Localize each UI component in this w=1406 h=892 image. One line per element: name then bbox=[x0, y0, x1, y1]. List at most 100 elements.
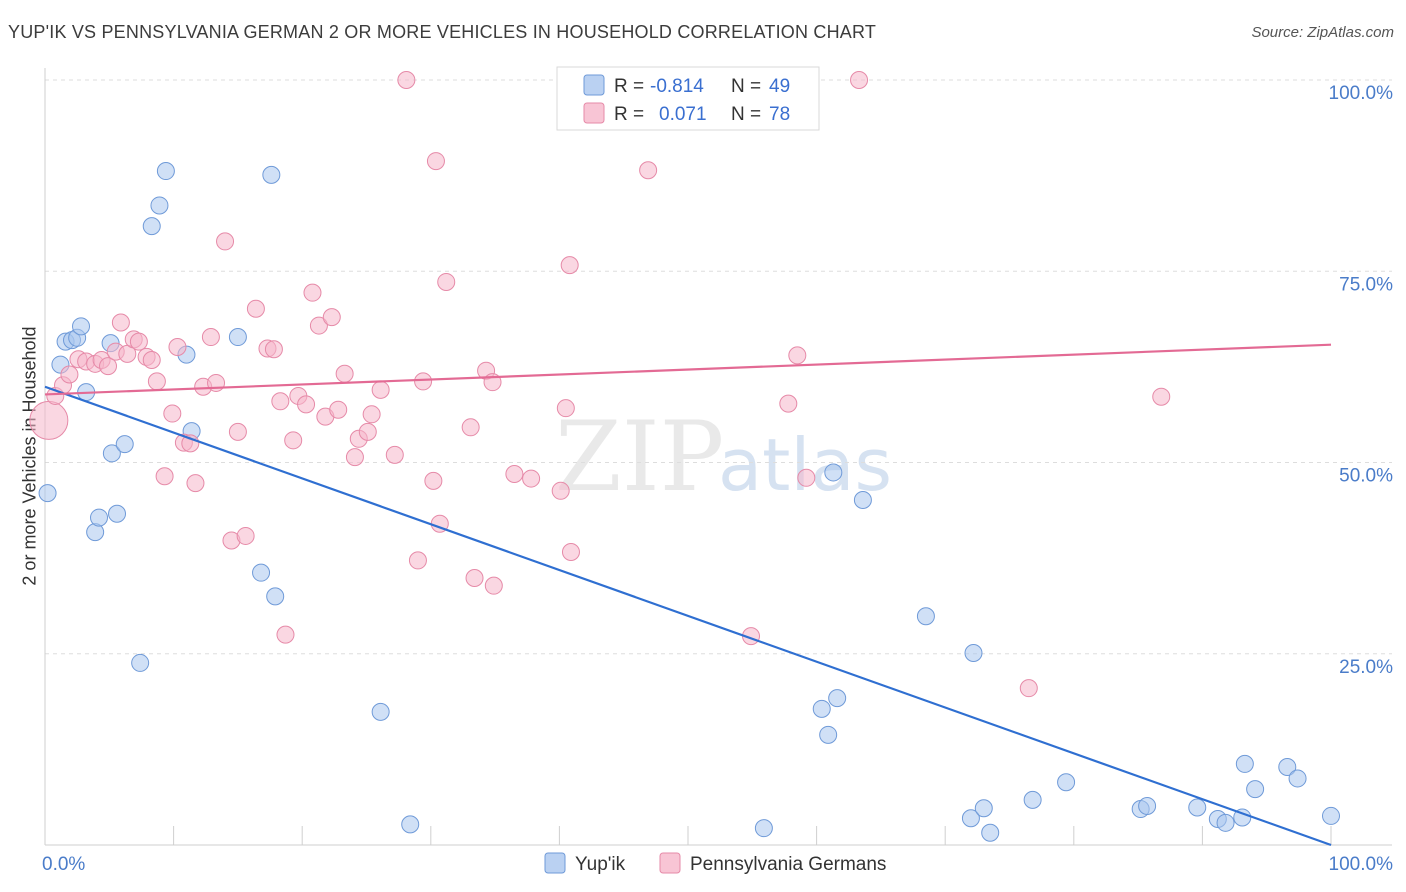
point-pennsylvania-germans bbox=[850, 71, 869, 89]
bottom-legend-swatch-pennsylvania-germans bbox=[659, 852, 681, 874]
point-yupik bbox=[974, 799, 993, 818]
point-yupik bbox=[38, 484, 57, 503]
source-credit: Source: ZipAtlas.com bbox=[1251, 24, 1394, 41]
point-yupik bbox=[266, 587, 285, 606]
point-pennsylvania-germans bbox=[424, 471, 443, 490]
point-pennsylvania-germans bbox=[264, 340, 283, 359]
point-pennsylvania-germans bbox=[155, 467, 174, 486]
point-pennsylvania-germans bbox=[385, 445, 404, 464]
point-pennsylvania-germans bbox=[271, 392, 290, 411]
legend: R = -0.814 N = 49 R = 0.071 N = 78 bbox=[556, 66, 820, 131]
point-yupik bbox=[824, 463, 843, 482]
legend-n-value-yupik: 49 bbox=[769, 76, 790, 97]
legend-n-value-pennsylvania-germans: 78 bbox=[769, 104, 790, 125]
point-yupik bbox=[131, 653, 150, 672]
point-pennsylvania-germans bbox=[168, 337, 187, 356]
point-pennsylvania-germans bbox=[414, 372, 433, 391]
point-yupik bbox=[853, 490, 872, 509]
point-pennsylvania-germans bbox=[560, 256, 579, 275]
point-pennsylvania-germans bbox=[551, 481, 570, 500]
point-pennsylvania-germans bbox=[484, 576, 503, 595]
point-yupik bbox=[115, 435, 134, 454]
point-pennsylvania-germans bbox=[329, 400, 348, 419]
legend-r-value-yupik: -0.814 bbox=[650, 76, 704, 97]
point-pennsylvania-germans bbox=[779, 394, 798, 413]
point-pennsylvania-germans bbox=[246, 299, 265, 318]
legend-n-label-pennsylvania-germans: N = bbox=[731, 104, 761, 125]
y-tick-label: 75.0% bbox=[1339, 274, 1393, 295]
point-yupik bbox=[150, 196, 169, 215]
point-pennsylvania-germans bbox=[505, 464, 524, 483]
trend-line-yupik bbox=[44, 385, 1332, 847]
point-yupik bbox=[262, 165, 281, 184]
y-tick-label: 50.0% bbox=[1339, 466, 1393, 487]
point-yupik bbox=[1246, 780, 1265, 799]
point-pennsylvania-germans bbox=[426, 152, 445, 171]
point-yupik bbox=[961, 809, 980, 828]
point-pennsylvania-germans bbox=[297, 395, 316, 414]
point-yupik bbox=[1288, 769, 1307, 788]
point-yupik bbox=[1278, 757, 1297, 776]
point-pennsylvania-germans bbox=[201, 328, 220, 347]
trend-lines bbox=[44, 343, 1332, 847]
trend-line-pennsylvania-germans bbox=[44, 343, 1332, 396]
x-tick-label: 0.0% bbox=[42, 854, 85, 875]
point-yupik bbox=[1188, 798, 1207, 817]
point-yupik bbox=[1235, 754, 1254, 773]
point-pennsylvania-germans bbox=[461, 418, 480, 437]
point-pennsylvania-germans bbox=[309, 316, 328, 335]
bottom-legend-label-yupik: Yup'ik bbox=[575, 854, 626, 875]
grid bbox=[45, 79, 1392, 655]
x-tick-label: 100.0% bbox=[1329, 854, 1394, 875]
point-yupik bbox=[401, 815, 420, 834]
x-tick-labels: 0.0% 100.0% bbox=[42, 854, 1393, 875]
point-pennsylvania-germans bbox=[345, 448, 364, 467]
point-pennsylvania-germans bbox=[561, 543, 580, 562]
point-pennsylvania-germans bbox=[362, 405, 381, 424]
bottom-legend: Yup'ik Pennsylvania Germans bbox=[544, 852, 886, 875]
legend-r-label-yupik: R = bbox=[614, 76, 644, 97]
point-pennsylvania-germans bbox=[216, 232, 235, 251]
point-yupik bbox=[228, 328, 247, 347]
point-yupik bbox=[1023, 790, 1042, 809]
point-pennsylvania-germans bbox=[111, 313, 130, 332]
point-pennsylvania-germans bbox=[1019, 679, 1038, 698]
point-pennsylvania-germans bbox=[276, 625, 295, 644]
y-tick-label: 25.0% bbox=[1339, 657, 1393, 678]
point-pennsylvania-germans bbox=[1152, 387, 1171, 406]
y-tick-label: 100.0% bbox=[1329, 83, 1394, 104]
bottom-legend-swatch-yupik bbox=[544, 852, 566, 874]
point-yupik bbox=[90, 508, 109, 527]
y-tick-labels: 25.0% 50.0% 75.0% 100.0% bbox=[1329, 83, 1394, 678]
chart-title: YUP'IK VS PENNSYLVANIA GERMAN 2 OR MORE … bbox=[8, 22, 877, 42]
point-pennsylvania-germans bbox=[60, 365, 79, 384]
point-yupik bbox=[72, 317, 91, 336]
point-yupik bbox=[981, 823, 1000, 842]
legend-r-value-pennsylvania-germans: 0.071 bbox=[659, 104, 707, 125]
point-yupik bbox=[916, 607, 935, 626]
point-yupik bbox=[1057, 773, 1076, 792]
legend-n-label-yupik: N = bbox=[731, 76, 761, 97]
point-pennsylvania-germans bbox=[408, 551, 427, 570]
point-yupik bbox=[1138, 796, 1157, 815]
point-pennsylvania-germans bbox=[147, 372, 166, 391]
point-yupik bbox=[1322, 806, 1340, 825]
point-pennsylvania-germans bbox=[236, 526, 255, 545]
point-pennsylvania-germans bbox=[465, 569, 484, 588]
point-yupik bbox=[819, 725, 838, 744]
point-pennsylvania-germans bbox=[358, 422, 377, 441]
point-pennsylvania-germans bbox=[129, 332, 148, 351]
point-yupik bbox=[828, 689, 847, 708]
watermark: ZIP atlas bbox=[555, 401, 892, 513]
point-pennsylvania-germans bbox=[788, 346, 807, 365]
legend-r-label-pennsylvania-germans: R = bbox=[614, 104, 644, 125]
point-yupik bbox=[1216, 813, 1235, 832]
point-pennsylvania-germans bbox=[303, 283, 322, 302]
axes bbox=[44, 68, 1392, 846]
point-pennsylvania-germans bbox=[29, 400, 69, 440]
point-yupik bbox=[252, 563, 271, 582]
point-pennsylvania-germans bbox=[556, 399, 575, 418]
point-yupik bbox=[812, 699, 831, 718]
point-pennsylvania-germans bbox=[99, 357, 118, 376]
